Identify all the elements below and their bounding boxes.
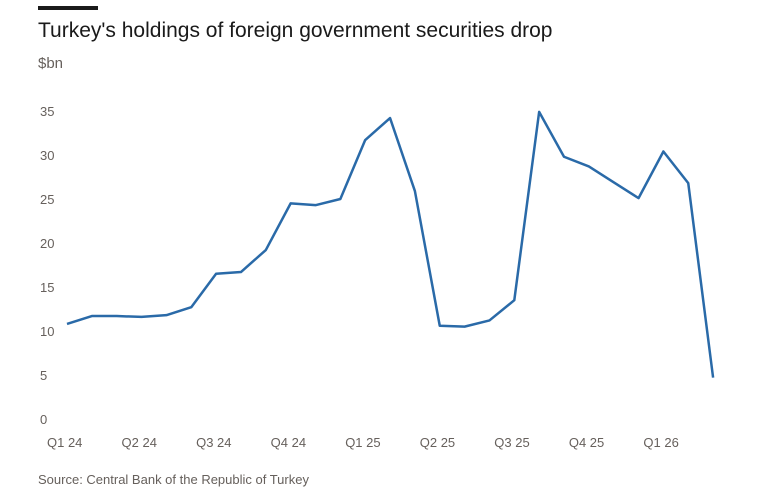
x-tick-label: Q1 25	[345, 435, 380, 450]
title-accent-bar	[38, 6, 98, 10]
x-tick-label: Q1 24	[47, 435, 82, 450]
y-tick-label: 25	[40, 192, 54, 207]
y-axis-unit: $bn	[38, 55, 64, 72]
source-note: Source: Central Bank of the Republic of …	[38, 472, 309, 487]
x-tick-label: Q3 25	[494, 435, 529, 450]
x-tick-label: Q4 25	[569, 435, 604, 450]
x-tick-label: Q4 24	[271, 435, 306, 450]
y-tick-label: 35	[40, 104, 54, 119]
y-tick-label: 10	[40, 324, 54, 339]
x-tick-label: Q2 24	[122, 435, 157, 450]
y-tick-label: 20	[40, 236, 54, 251]
chart-title: Turkey's holdings of foreign government …	[38, 19, 553, 42]
y-tick-label: 5	[40, 368, 47, 383]
y-tick-label: 15	[40, 280, 54, 295]
y-tick-label: 0	[40, 412, 47, 427]
x-tick-label: Q3 24	[196, 435, 231, 450]
y-tick-label: 30	[40, 148, 54, 163]
x-tick-label: Q1 26	[643, 435, 678, 450]
x-tick-label: Q2 25	[420, 435, 455, 450]
series-line	[66, 110, 715, 378]
